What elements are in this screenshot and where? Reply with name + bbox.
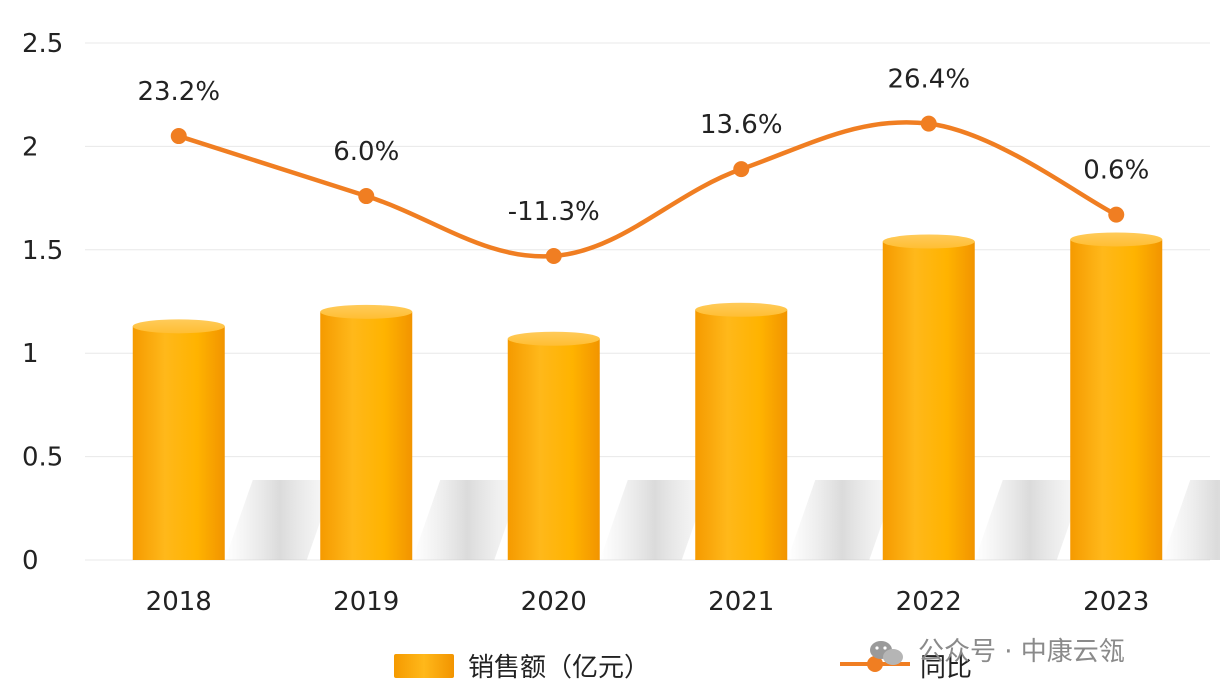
yoy-label: -11.3% xyxy=(508,197,600,227)
yoy-label: 0.6% xyxy=(1083,156,1149,186)
wechat-icon xyxy=(870,641,903,665)
watermark: 公众号 · 中康云瓴 xyxy=(870,637,1125,667)
legend-line-label: 同比 xyxy=(920,653,972,683)
bar-shadow xyxy=(412,480,523,560)
yoy-line xyxy=(170,115,1125,265)
y-tick-label: 2 xyxy=(22,132,39,162)
bar-top xyxy=(695,302,788,317)
yoy-point xyxy=(733,161,750,178)
y-tick-label: 0 xyxy=(22,546,39,576)
yoy-point xyxy=(545,248,562,265)
bars xyxy=(132,232,1163,560)
y-tick-label: 0.5 xyxy=(22,443,63,473)
legend-line-marker xyxy=(867,656,883,672)
bar-shadow xyxy=(224,480,335,560)
x-tick-label: 2023 xyxy=(1083,587,1149,617)
bar xyxy=(1070,239,1163,560)
x-tick-label: 2020 xyxy=(521,587,587,617)
x-tick-label: 2022 xyxy=(896,587,962,617)
bar-top xyxy=(320,304,413,319)
bar xyxy=(320,311,413,560)
bar-top xyxy=(882,234,975,249)
yoy-point xyxy=(358,188,375,205)
x-tick-label: 2021 xyxy=(708,587,774,617)
yoy-label: 6.0% xyxy=(333,137,399,167)
bar-shadow xyxy=(599,480,710,560)
yoy-point xyxy=(170,128,187,145)
bar-top xyxy=(132,319,225,334)
x-axis-ticks: 2018 2019 2020 2021 2022 2023 xyxy=(146,587,1150,617)
yoy-point xyxy=(920,115,937,132)
bar xyxy=(132,326,225,560)
bar-top xyxy=(1070,232,1163,247)
watermark-text: 公众号 · 中康云瓴 xyxy=(918,637,1125,667)
x-tick-label: 2018 xyxy=(146,587,212,617)
bar-shadow xyxy=(1162,480,1220,560)
bar xyxy=(882,241,975,560)
bar-shadow xyxy=(787,480,898,560)
legend: 销售额（亿元） 同比 xyxy=(394,653,972,683)
bar xyxy=(507,338,600,560)
bar-top xyxy=(507,331,600,346)
bar xyxy=(695,309,788,560)
yoy-line-path xyxy=(176,120,1119,259)
yoy-label: 26.4% xyxy=(887,65,970,95)
y-tick-label: 1 xyxy=(22,339,39,369)
y-tick-label: 2.5 xyxy=(22,29,63,59)
y-tick-label: 1.5 xyxy=(22,236,63,266)
legend-bar-label: 销售额（亿元） xyxy=(468,653,650,683)
data-labels: 23.2% 6.0% -11.3% 13.6% 26.4% 0.6% xyxy=(137,65,1149,227)
bar-shadows xyxy=(224,480,1220,560)
y-axis-ticks: 0 0.5 1 1.5 2 2.5 xyxy=(22,29,63,576)
yoy-label: 23.2% xyxy=(137,77,220,107)
yoy-point xyxy=(1108,206,1125,223)
x-tick-label: 2019 xyxy=(333,587,399,617)
legend-bar-swatch xyxy=(394,654,454,678)
bar-shadow xyxy=(974,480,1085,560)
yoy-label: 13.6% xyxy=(700,110,783,140)
